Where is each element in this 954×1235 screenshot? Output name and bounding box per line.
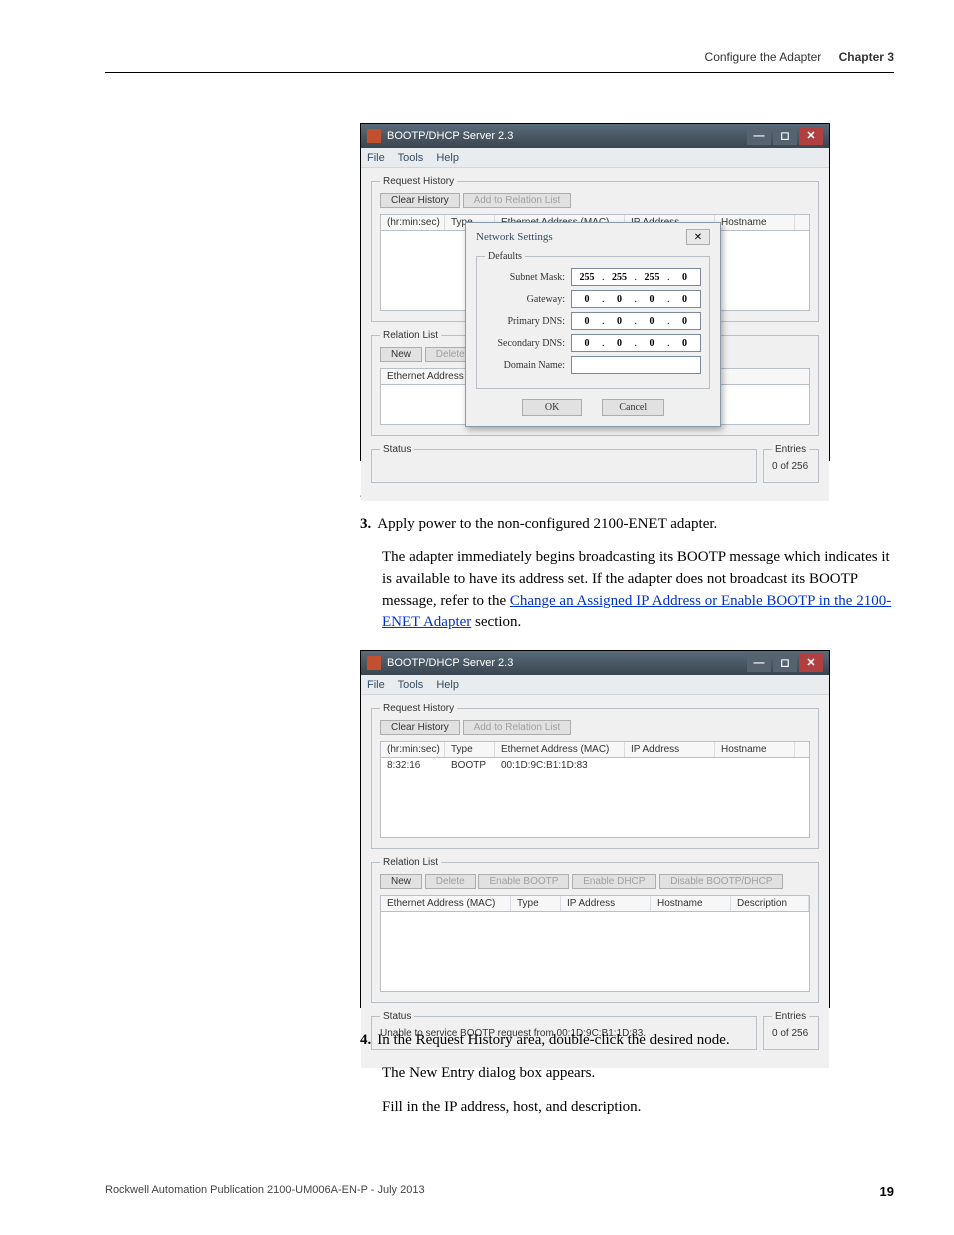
primary-dns-input[interactable]: 0. 0. 0. 0 — [571, 312, 701, 330]
cancel-button[interactable]: Cancel — [602, 399, 664, 416]
entries-fieldset: Entries 0 of 256 — [763, 444, 819, 483]
rel-col-mac: Ethernet Address (MAC) — [381, 896, 511, 911]
defaults-legend: Defaults — [485, 251, 525, 262]
relation-list-body — [380, 912, 810, 992]
defaults-fieldset: Defaults Subnet Mask: 255. 255. 255. 0 G… — [476, 251, 710, 389]
rel-col-desc: Description — [731, 896, 809, 911]
status-legend: Status — [380, 1011, 414, 1022]
col-time: (hr:min:sec) — [381, 742, 445, 757]
header-title: Configure the Adapter — [705, 50, 822, 64]
step-4-follow-b: Fill in the IP address, host, and descri… — [382, 1097, 894, 1119]
bootp-window-2: BOOTP/DHCP Server 2.3 — ◻ ✕ File Tools H… — [360, 650, 830, 1008]
dialog-title: Network Settings — [476, 231, 553, 243]
menu-tools[interactable]: Tools — [398, 152, 424, 164]
close-button[interactable]: ✕ — [799, 127, 823, 145]
enable-dhcp-button[interactable]: Enable DHCP — [572, 874, 656, 889]
status-legend: Status — [380, 444, 414, 455]
pdns-label: Primary DNS: — [508, 316, 566, 327]
menu-file[interactable]: File — [367, 152, 385, 164]
row-mac: 00:1D:9C:B1:1D:83 — [495, 760, 625, 771]
domain-label: Domain Name: — [504, 360, 565, 371]
titlebar: BOOTP/DHCP Server 2.3 — ◻ ✕ — [361, 124, 829, 148]
col-type: Type — [445, 742, 495, 757]
subnet-label: Subnet Mask: — [510, 272, 565, 283]
domain-input[interactable] — [571, 356, 701, 374]
relation-list-fieldset: Relation List New Delete Enable BOOTP En… — [371, 857, 819, 1003]
step-3-num: 3. — [360, 516, 371, 532]
sdns-label: Secondary DNS: — [498, 338, 566, 349]
step-3: 3. Apply power to the non-configured 2100… — [360, 514, 894, 634]
titlebar: BOOTP/DHCP Server 2.3 — ◻ ✕ — [361, 651, 829, 675]
rel-col-host: Hostname — [651, 896, 731, 911]
add-relation-button[interactable]: Add to Relation List — [463, 193, 572, 208]
maximize-button[interactable]: ◻ — [773, 654, 797, 672]
delete-button[interactable]: Delete — [425, 874, 476, 889]
entries-fieldset: Entries 0 of 256 — [763, 1011, 819, 1050]
menubar: File Tools Help — [361, 675, 829, 695]
request-history-header: (hr:min:sec) Type Ethernet Address (MAC)… — [380, 741, 810, 758]
window-title: BOOTP/DHCP Server 2.3 — [387, 651, 513, 675]
new-button[interactable]: New — [380, 874, 422, 889]
request-history-legend: Request History — [380, 703, 457, 714]
ok-button[interactable]: OK — [522, 399, 582, 416]
row-type: BOOTP — [445, 760, 495, 771]
page-footer: Rockwell Automation Publication 2100-UM0… — [105, 1184, 894, 1199]
step-4-num: 4. — [360, 1032, 371, 1048]
status-fieldset: Status — [371, 444, 757, 483]
entries-count: 0 of 256 — [772, 1028, 808, 1039]
col-mac: Ethernet Address (MAC) — [495, 742, 625, 757]
clear-history-button[interactable]: Clear History — [380, 193, 460, 208]
add-relation-button[interactable]: Add to Relation List — [463, 720, 572, 735]
col-host: Hostname — [715, 742, 795, 757]
step-3-text: Apply power to the non-configured 2100-E… — [377, 516, 717, 532]
step-4-text: In the Request History area, double-clic… — [377, 1032, 729, 1048]
entries-legend: Entries — [772, 444, 809, 455]
secondary-dns-input[interactable]: 0. 0. 0. 0 — [571, 334, 701, 352]
request-history-body[interactable]: 8:32:16 BOOTP 00:1D:9C:B1:1D:83 — [380, 758, 810, 838]
relation-list-header: Ethernet Address (MAC) Type IP Address H… — [380, 895, 810, 912]
col-time: (hr:min:sec) — [381, 215, 445, 230]
subnet-input[interactable]: 255. 255. 255. 0 — [571, 268, 701, 286]
gateway-input[interactable]: 0. 0. 0. 0 — [571, 290, 701, 308]
table-row[interactable]: 8:32:16 BOOTP 00:1D:9C:B1:1D:83 — [381, 758, 809, 773]
menubar: File Tools Help — [361, 148, 829, 168]
minimize-button[interactable]: — — [747, 127, 771, 145]
step3-follow-b: section. — [471, 614, 521, 630]
dialog-close-button[interactable]: ✕ — [686, 229, 710, 245]
request-history-fieldset: Request History Clear History Add to Rel… — [371, 703, 819, 849]
menu-help[interactable]: Help — [436, 679, 459, 691]
relation-list-legend: Relation List — [380, 330, 441, 341]
app-icon — [367, 129, 381, 143]
enable-bootp-button[interactable]: Enable BOOTP — [478, 874, 569, 889]
page-header: Configure the Adapter Chapter 3 — [105, 50, 894, 73]
entries-count: 0 of 256 — [772, 461, 808, 472]
step-3-followup: The adapter immediately begins broadcast… — [382, 547, 894, 634]
step-4-follow-a: The New Entry dialog box appears. — [382, 1063, 894, 1085]
close-button[interactable]: ✕ — [799, 654, 823, 672]
request-history-legend: Request History — [380, 176, 457, 187]
gateway-label: Gateway: — [527, 294, 565, 305]
window-title: BOOTP/DHCP Server 2.3 — [387, 124, 513, 148]
maximize-button[interactable]: ◻ — [773, 127, 797, 145]
network-settings-dialog: Network Settings ✕ Defaults Subnet Mask:… — [465, 222, 721, 427]
clear-history-button[interactable]: Clear History — [380, 720, 460, 735]
rel-col-ip: IP Address — [561, 896, 651, 911]
col-ip: IP Address — [625, 742, 715, 757]
chapter-label: Chapter 3 — [839, 50, 894, 64]
relation-list-legend: Relation List — [380, 857, 441, 868]
page-number: 19 — [880, 1184, 894, 1199]
menu-tools[interactable]: Tools — [398, 679, 424, 691]
entries-legend: Entries — [772, 1011, 809, 1022]
minimize-button[interactable]: — — [747, 654, 771, 672]
menu-file[interactable]: File — [367, 679, 385, 691]
row-time: 8:32:16 — [381, 760, 445, 771]
disable-bootp-dhcp-button[interactable]: Disable BOOTP/DHCP — [659, 874, 783, 889]
menu-help[interactable]: Help — [436, 152, 459, 164]
col-host: Hostname — [715, 215, 795, 230]
app-icon — [367, 656, 381, 670]
rel-col-type: Type — [511, 896, 561, 911]
new-button[interactable]: New — [380, 347, 422, 362]
publication-text: Rockwell Automation Publication 2100-UM0… — [105, 1184, 425, 1199]
